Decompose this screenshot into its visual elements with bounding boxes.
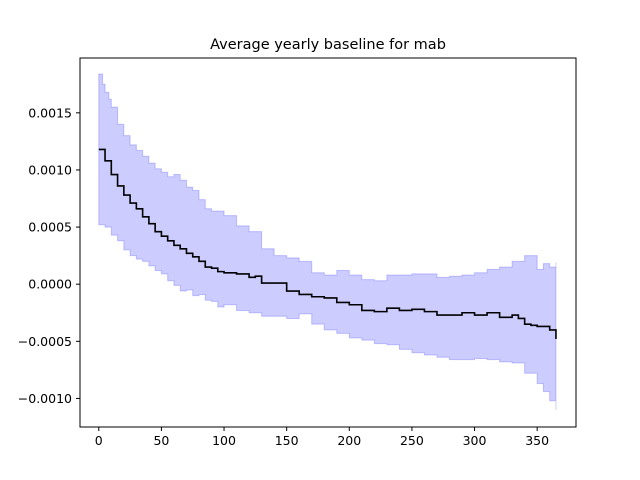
y-tick-label: −0.0010: [18, 391, 72, 406]
x-tick-label: 100: [212, 433, 236, 448]
x-tick-label: 350: [525, 433, 549, 448]
axes-frame: [79, 57, 577, 428]
x-tick-label: 0: [95, 433, 103, 448]
confidence-band: [98, 73, 557, 410]
chart-title: Average yearly baseline for mab: [210, 37, 446, 53]
y-tick-label: 0.0005: [28, 220, 72, 235]
y-axis: −0.0010 −0.0005 0.0000 0.0005 0.0010 0.0015: [18, 105, 80, 406]
mean-line: [98, 148, 557, 340]
x-tick-label: 250: [400, 433, 424, 448]
x-tick-label: 200: [337, 433, 361, 448]
y-tick-label: 0.0015: [28, 105, 72, 120]
x-tick-label: 300: [463, 433, 487, 448]
x-tick-label: 150: [275, 433, 299, 448]
x-tick-label: 50: [153, 433, 169, 448]
y-tick-label: 0.0010: [28, 162, 72, 177]
x-axis: 0 50 100 150 200 250 300 350: [95, 427, 549, 448]
plot-area: [98, 73, 557, 410]
y-tick-label: −0.0005: [18, 334, 72, 349]
y-tick-label: 0.0000: [28, 277, 72, 292]
